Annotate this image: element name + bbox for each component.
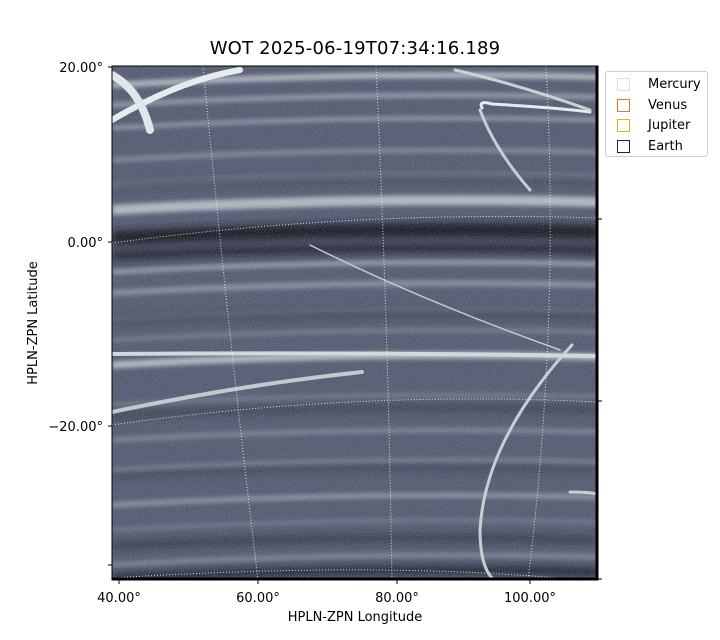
axes: 40.00° 60.00° 80.00° 100.00° 20.00° 0.00° −20.… xyxy=(48,61,602,606)
legend-label: Jupiter xyxy=(648,118,691,133)
legend-label: Earth xyxy=(648,138,683,154)
y-tick-label: 0.00° xyxy=(68,236,103,251)
bright-features xyxy=(112,67,598,580)
bright-feature xyxy=(112,351,598,358)
bright-feature xyxy=(112,67,243,123)
bright-feature xyxy=(112,71,154,134)
y-tick-label: −20.00° xyxy=(48,420,103,435)
coordinate-grid xyxy=(112,66,598,580)
bright-feature xyxy=(112,370,364,414)
legend-item: Venus xyxy=(617,97,707,115)
x-tick-label: 40.00° xyxy=(97,591,141,606)
bright-feature xyxy=(478,108,532,192)
y-tick-label: 20.00° xyxy=(59,61,103,76)
legend-swatch xyxy=(617,139,630,153)
image-area xyxy=(112,66,598,580)
x-axis-label: HPLN-ZPN Longitude xyxy=(288,610,423,625)
gridline xyxy=(112,215,598,244)
image-noise xyxy=(112,66,598,580)
gridline xyxy=(527,66,551,580)
x-tick-label: 100.00° xyxy=(504,591,556,606)
x-tick-label: 80.00° xyxy=(375,591,419,606)
x-tick-label: 60.00° xyxy=(236,591,280,606)
y-axis-label: HPLN-ZPN Latitude xyxy=(26,261,41,384)
gridline xyxy=(112,569,584,580)
bright-feature xyxy=(453,68,592,112)
gridline xyxy=(202,66,259,580)
legend-item: Earth xyxy=(617,138,707,156)
bright-feature xyxy=(309,244,561,351)
legend-swatch xyxy=(617,78,630,91)
gridline xyxy=(375,66,393,580)
gridline xyxy=(112,398,598,426)
bright-feature xyxy=(479,101,592,114)
legend: Mercury Venus Jupiter Earth xyxy=(605,71,708,157)
legend-swatch xyxy=(617,119,630,132)
legend-label: Mercury xyxy=(648,77,701,92)
legend-label: Venus xyxy=(648,97,688,113)
chart-title: WOT 2025-06-19T07:34:16.189 xyxy=(209,38,501,59)
legend-item: Jupiter xyxy=(617,117,707,135)
legend-item: Mercury xyxy=(617,76,707,94)
legend-swatch xyxy=(617,98,630,112)
bright-feature xyxy=(478,343,574,580)
